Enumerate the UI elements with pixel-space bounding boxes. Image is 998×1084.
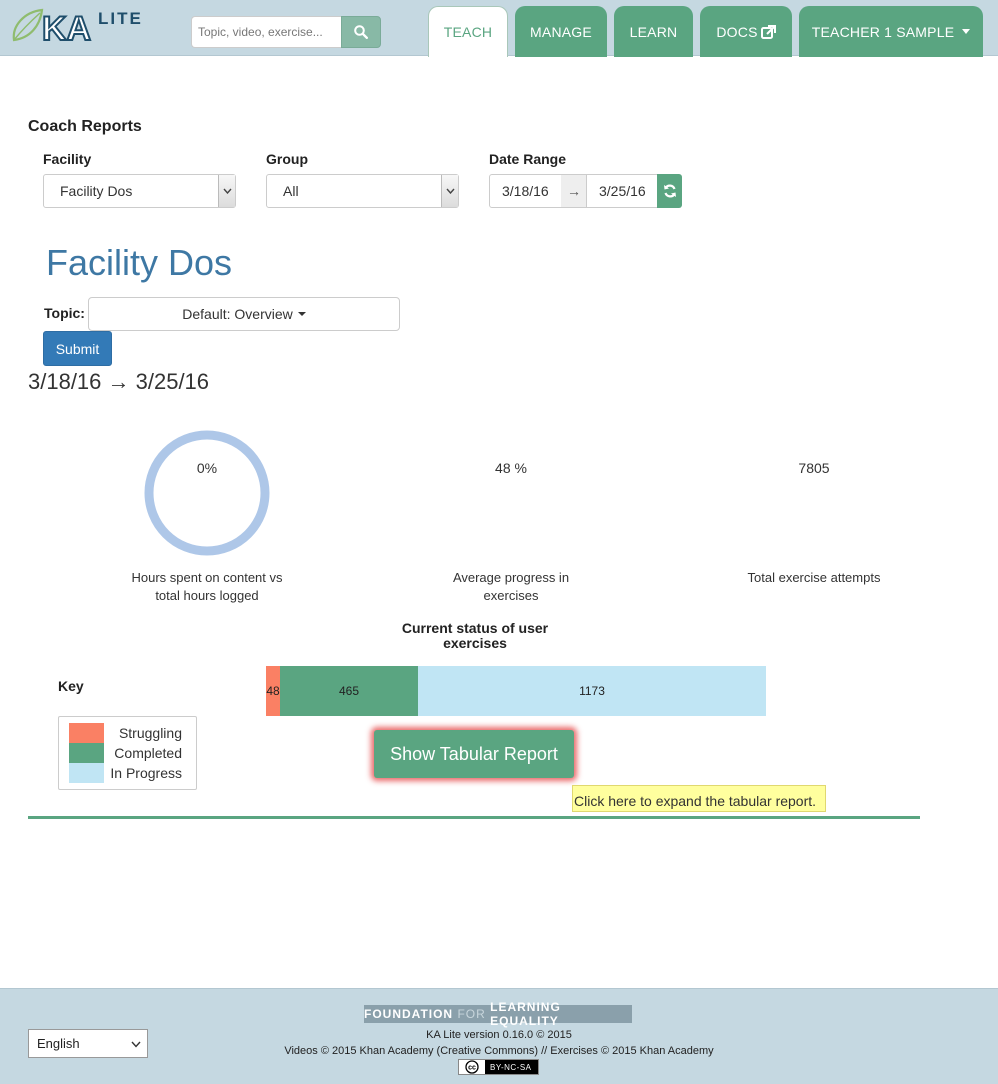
legend-item-completed: Completed <box>69 743 194 763</box>
legend-swatch-in-progress <box>69 763 104 783</box>
date-arrow: → <box>561 174 587 208</box>
user-menu-dropdown[interactable]: TEACHER 1 SAMPLE <box>799 6 983 57</box>
creative-commons-icon: cc <box>459 1060 485 1074</box>
legend-swatch-struggling <box>69 723 104 743</box>
topic-label: Topic: <box>44 305 85 321</box>
ring-track <box>144 430 270 556</box>
facility-heading: Facility Dos <box>46 242 233 283</box>
credits-text: Videos © 2015 Khan Academy (Creative Com… <box>284 1045 714 1057</box>
submit-button-label: Submit <box>55 340 100 357</box>
total-attempts-label-line1: Total exercise attempts <box>747 570 881 585</box>
submit-button[interactable]: Submit <box>43 331 112 366</box>
caret-down-icon <box>297 312 306 316</box>
hours-ring-chart <box>144 430 270 556</box>
section-divider <box>28 816 920 819</box>
status-chart-title-line1: Current status of user <box>401 620 549 636</box>
external-link-icon <box>760 24 776 39</box>
show-tabular-report-button[interactable]: Show Tabular Report <box>374 730 574 778</box>
fle-word-for: FOR <box>457 1007 486 1021</box>
version-text: KA Lite version 0.16.0 © 2015 <box>426 1029 572 1041</box>
hours-stat-label-line1: Hours spent on content vs <box>131 570 283 585</box>
end-date-value: 3/25/16 <box>599 183 646 199</box>
status-chart-title: Current status of user exercises <box>380 621 570 651</box>
refresh-icon <box>663 184 676 198</box>
tab-docs-label: DOCS <box>716 23 758 40</box>
leaf-icon: KA LITE <box>12 8 143 49</box>
avg-progress-value: 48 % <box>495 460 527 476</box>
language-select-value: English <box>37 1036 80 1051</box>
show-tabular-report-label: Show Tabular Report <box>390 743 558 764</box>
bar-segment-label: 465 <box>338 684 360 698</box>
chevron-down-icon <box>441 175 458 207</box>
hours-stat-value: 0% <box>196 460 218 476</box>
refresh-button[interactable] <box>657 174 682 208</box>
date-range-label: Date Range <box>489 151 567 167</box>
svg-text:cc: cc <box>468 1065 476 1072</box>
ka-lite-logo[interactable]: KA LITE <box>10 6 160 49</box>
cc-license-text: BY-NC-SA <box>490 1062 532 1072</box>
bar-segment-label: 48 <box>266 684 280 698</box>
end-date-input[interactable]: 3/25/16 <box>586 174 658 208</box>
bar-segment-label: 1173 <box>579 684 605 698</box>
search-input[interactable] <box>191 16 341 48</box>
group-label: Group <box>266 151 308 167</box>
hours-stat-label: Hours spent on content vs total hours lo… <box>107 569 307 605</box>
search-button[interactable] <box>341 16 381 48</box>
tab-docs[interactable]: DOCS <box>700 6 792 57</box>
topic-dropdown[interactable]: Default: Overview <box>88 297 400 331</box>
tooltip: Click here to expand the tabular report. <box>572 785 826 812</box>
cc-license-badge[interactable]: cc BY-NC-SA <box>458 1059 539 1075</box>
avg-progress-label-line2: exercises <box>483 588 539 603</box>
date-range-heading: 3/18/16 → 3/25/16 <box>28 369 210 394</box>
tab-manage-label: MANAGE <box>530 23 592 40</box>
group-select-value: All <box>283 183 299 199</box>
group-select[interactable]: All <box>266 174 459 208</box>
bar-segment-struggling: 48 <box>266 666 280 716</box>
facility-label: Facility <box>43 151 92 167</box>
legend-item-struggling: Struggling <box>69 723 194 743</box>
chevron-down-icon <box>218 175 235 207</box>
hours-stat-label-line2: total hours logged <box>155 588 259 603</box>
bar-segment-completed: 465 <box>280 666 418 716</box>
fle-logo[interactable]: FOUNDATION FOR LEARNING EQUALITY <box>364 1000 632 1028</box>
avg-progress-label-line1: Average progress in <box>452 570 570 585</box>
key-label: Key <box>58 678 84 694</box>
legend-text-completed: Completed <box>114 745 182 761</box>
svg-text:KA: KA <box>42 10 91 46</box>
search-icon <box>354 25 368 39</box>
topic-dropdown-value: Default: Overview <box>182 306 293 322</box>
tab-teach[interactable]: TEACH <box>428 6 508 57</box>
legend-text-in-progress: In Progress <box>110 765 182 781</box>
search-form <box>191 16 381 48</box>
facility-select-value: Facility Dos <box>60 183 133 199</box>
bar-segment-in-progress: 1173 <box>418 666 766 716</box>
chevron-down-icon <box>131 1041 141 1048</box>
top-navbar: KA LITE TEACH MANAGE LEARN DOCS TEACHER … <box>0 0 998 57</box>
total-attempts-value: 7805 <box>798 460 830 476</box>
fle-word-foundation: FOUNDATION <box>364 1007 454 1021</box>
legend: Struggling Completed In Progress <box>58 716 197 790</box>
tab-teach-label: TEACH <box>443 24 493 40</box>
svg-text:LITE: LITE <box>98 9 143 28</box>
tab-learn-label: LEARN <box>629 23 678 40</box>
tab-manage[interactable]: MANAGE <box>515 6 607 57</box>
total-attempts-label: Total exercise attempts <box>714 569 914 587</box>
status-chart-title-line2: exercises <box>443 635 507 651</box>
caret-down-icon <box>962 29 971 34</box>
start-date-value: 3/18/16 <box>502 183 549 199</box>
user-name-label: TEACHER 1 SAMPLE <box>811 23 955 40</box>
legend-item-in-progress: In Progress <box>69 763 194 783</box>
legend-text-struggling: Struggling <box>118 725 182 741</box>
tab-learn[interactable]: LEARN <box>614 6 693 57</box>
legend-swatch-completed <box>69 743 104 763</box>
language-select[interactable]: English <box>28 1029 148 1058</box>
start-date-input[interactable]: 3/18/16 <box>489 174 562 208</box>
avg-progress-label: Average progress in exercises <box>411 569 611 605</box>
fle-word-learning-equality: LEARNING EQUALITY <box>490 1000 561 1028</box>
page-title: Coach Reports <box>28 118 142 135</box>
footer: FOUNDATION FOR LEARNING EQUALITY KA Lite… <box>0 988 998 1084</box>
facility-select[interactable]: Facility Dos <box>43 174 236 208</box>
